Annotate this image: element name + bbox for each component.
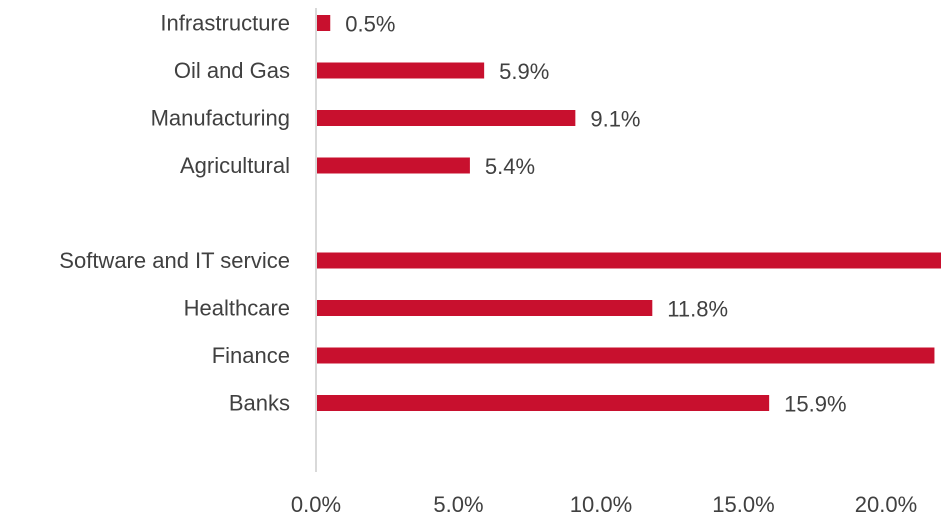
category-label: Agricultural bbox=[180, 153, 290, 178]
category-label: Infrastructure bbox=[160, 11, 290, 36]
value-labels: 0.5%5.9%9.1%5.4%22.9%11.8%21.7%15.9% bbox=[345, 12, 846, 417]
bar bbox=[317, 157, 470, 174]
category-label: Healthcare bbox=[184, 296, 290, 321]
category-label: Software and IT service bbox=[59, 248, 290, 273]
chart-bars bbox=[317, 15, 941, 411]
category-labels: Infrastructure Oil and Gas Manufacturing Ag… bbox=[59, 11, 290, 416]
x-tick-label: 5.0% bbox=[433, 492, 483, 517]
data-label: 5.4% bbox=[485, 154, 535, 179]
x-tick-label: 20.0% bbox=[855, 492, 917, 517]
data-label: 0.5% bbox=[345, 12, 395, 37]
data-label: 5.9% bbox=[499, 59, 549, 84]
bar bbox=[317, 347, 935, 364]
category-label: Manufacturing bbox=[151, 106, 290, 131]
data-label: 9.1% bbox=[590, 107, 640, 132]
bar bbox=[317, 395, 770, 411]
x-tick-label: 0.0% bbox=[291, 492, 341, 517]
category-label: Banks bbox=[229, 391, 290, 416]
bar bbox=[317, 110, 576, 126]
bar bbox=[317, 15, 331, 31]
bar bbox=[317, 252, 941, 269]
data-label: 11.8% bbox=[667, 297, 728, 322]
data-label: 15.9% bbox=[784, 392, 846, 417]
x-axis-tick-labels: 0.0%5.0%10.0%15.0%20.0%25.0% bbox=[291, 492, 917, 517]
bar bbox=[317, 62, 485, 79]
x-tick-label: 10.0% bbox=[570, 492, 632, 517]
x-tick-label: 15.0% bbox=[712, 492, 774, 517]
category-label: Finance bbox=[212, 343, 290, 368]
bar bbox=[317, 300, 653, 316]
category-label: Oil and Gas bbox=[174, 58, 290, 83]
